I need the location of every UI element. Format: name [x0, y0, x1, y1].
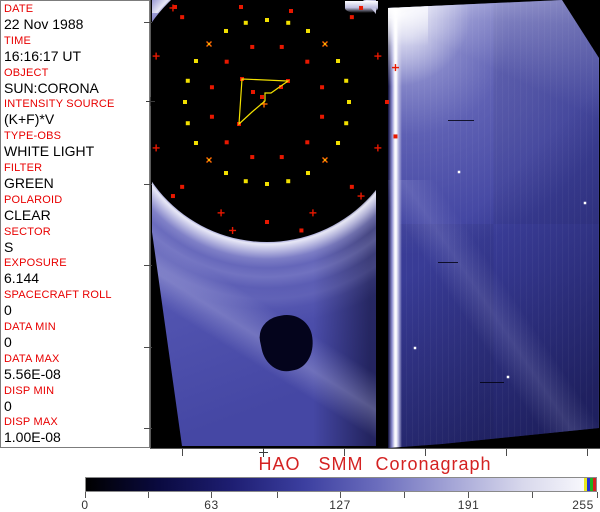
- colorbar-tick: [531, 492, 533, 498]
- field-type-obs-value: WHITE LIGHT: [4, 143, 95, 160]
- field-time-label: TIME: [4, 34, 32, 47]
- metadata-panel: DATE 22 Nov 1988 TIME 16:16:17 UT OBJECT SUN:…: [0, 0, 150, 448]
- colorbar-end-stripe: [587, 478, 590, 491]
- field-disp-max-value: 1.00E-08: [4, 429, 61, 446]
- field-date-label: DATE: [4, 3, 34, 15]
- bottom-plus-mark: [263, 448, 264, 457]
- colorbar-tick: [597, 492, 598, 498]
- bottom-tick: [587, 449, 588, 456]
- colorbar-tick-label: 127: [329, 498, 351, 512]
- field-exposure: EXPOSURE 6.144: [4, 257, 148, 289]
- left-tick: [144, 428, 152, 429]
- colorbar-end-stripe: [584, 478, 587, 491]
- field-sector-label: SECTOR: [4, 225, 51, 238]
- left-tick: [144, 184, 152, 185]
- left-tick: [144, 265, 152, 266]
- faint-ray: [388, 180, 599, 448]
- field-spacecraft-roll: SPACECRAFT ROLL 0: [4, 289, 148, 321]
- colorbar-tick: [148, 492, 150, 498]
- colorbar-end-stripe: [593, 478, 596, 491]
- field-polaroid-label: POLAROID: [4, 193, 63, 206]
- right-image-plate: [388, 0, 599, 448]
- field-disp-min-label: DISP MIN: [4, 384, 55, 397]
- bottom-tick: [425, 449, 426, 456]
- field-date-value: 22 Nov 1988: [4, 16, 84, 32]
- fiducial-markers-overlay: [152, 4, 587, 379]
- field-polaroid-value: CLEAR: [4, 206, 51, 223]
- field-intensity-source: INTENSITY SOURCE (K+F)*V: [4, 98, 148, 130]
- field-object-value: SUN:CORONA: [4, 79, 99, 96]
- bottom-tick: [506, 449, 507, 456]
- field-exposure-value: 6.144: [4, 270, 40, 287]
- image-frame-left: [150, 0, 151, 449]
- colorbar-tick-label: 255: [572, 498, 594, 512]
- field-polaroid: POLAROID CLEAR: [4, 194, 148, 226]
- occulting-disk: [150, 0, 407, 242]
- field-filter: FILTER GREEN: [4, 162, 148, 194]
- colorbar-tick: [276, 492, 278, 498]
- bottom-tick: [182, 449, 183, 456]
- colorbar-tick: [404, 492, 406, 498]
- left-plus-mark: [150, 97, 151, 106]
- left-tick: [144, 347, 152, 348]
- colorbar-end-stripe: [590, 478, 593, 491]
- field-sector: SECTOR S: [4, 226, 148, 258]
- field-intensity-source-label: INTENSITY SOURCE: [4, 98, 115, 111]
- field-spacecraft-roll-value: 0: [4, 302, 12, 319]
- colorbar-tick: [85, 492, 86, 498]
- colorbar-tick: [211, 492, 213, 498]
- field-sector-value: S: [4, 238, 14, 255]
- field-type-obs: TYPE-OBS WHITE LIGHT: [4, 130, 148, 162]
- scratch-line: [448, 120, 474, 121]
- colorbar-tick-label: 0: [81, 498, 89, 512]
- left-tick: [144, 22, 152, 23]
- field-disp-max-label: DISP MAX: [4, 416, 58, 429]
- field-data-min-label: DATA MIN: [4, 321, 56, 333]
- field-date: DATE 22 Nov 1988: [4, 3, 148, 35]
- field-object: OBJECT SUN:CORONA: [4, 67, 148, 99]
- image-frame-bottom: [150, 448, 600, 449]
- colorbar-tick: [468, 492, 470, 498]
- field-disp-min-value: 0: [4, 397, 12, 414]
- contour-polygon: [238, 78, 290, 126]
- field-time-value: 16:16:17 UT: [4, 47, 82, 64]
- bright-fan: [388, 0, 599, 448]
- field-filter-value: GREEN: [4, 175, 54, 191]
- field-data-min-value: 0: [4, 334, 12, 350]
- field-time: TIME 16:16:17 UT: [4, 35, 148, 67]
- colorbar-tick: [339, 492, 341, 498]
- field-type-obs-label: TYPE-OBS: [4, 130, 62, 143]
- field-data-max: DATA MAX 5.56E-08: [4, 353, 148, 385]
- field-data-max-value: 5.56E-08: [4, 365, 61, 382]
- plate-gap: [376, 0, 388, 448]
- colorbar: [85, 477, 597, 492]
- scratch-line: [438, 262, 458, 263]
- field-disp-min: DISP MIN 0: [4, 385, 148, 417]
- field-intensity-source-value: (K+F)*V: [4, 111, 55, 128]
- scratch-line: [480, 382, 504, 383]
- bottom-tick: [344, 449, 345, 456]
- field-spacecraft-roll-label: SPACECRAFT ROLL: [4, 289, 112, 302]
- colorbar-gradient: [86, 478, 596, 491]
- field-exposure-label: EXPOSURE: [4, 257, 67, 270]
- field-data-max-label: DATA MAX: [4, 352, 60, 365]
- field-data-min: DATA MIN 0: [4, 321, 148, 353]
- colorbar-tick-label: 191: [457, 498, 480, 512]
- field-object-label: OBJECT: [4, 66, 49, 79]
- field-disp-max: DISP MAX 1.00E-08: [4, 416, 148, 448]
- field-filter-label: FILTER: [4, 162, 43, 174]
- colorbar-tick-label: 63: [204, 498, 219, 512]
- coronagraph-image: [150, 0, 600, 448]
- image-title: HAO SMM Coronagraph: [258, 454, 492, 474]
